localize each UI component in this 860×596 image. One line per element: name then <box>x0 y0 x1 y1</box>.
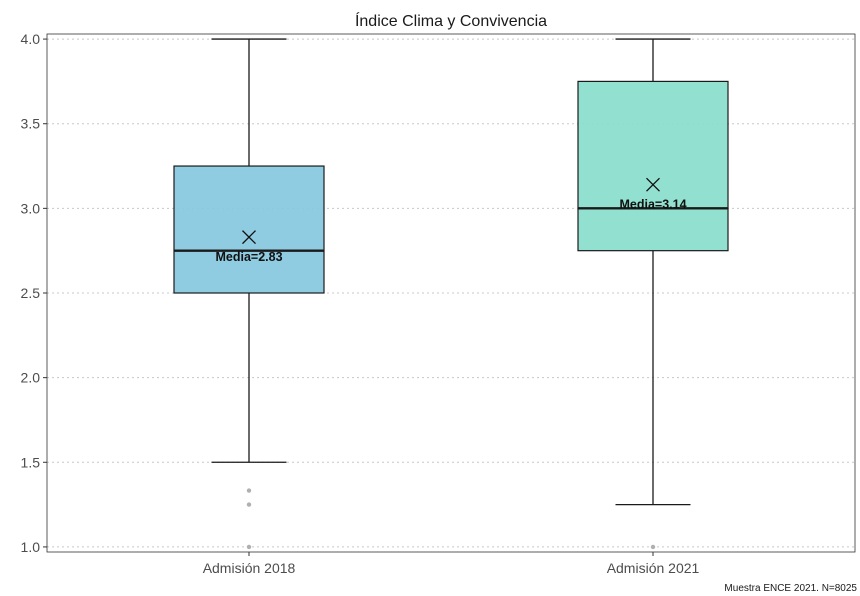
mean-marker <box>646 177 660 192</box>
y-tick-label: 2.5 <box>21 285 41 301</box>
y-tick-label: 3.5 <box>21 116 41 132</box>
y-axis: 1.0 1.5 2.0 2.5 3.0 3.5 4.0 <box>21 31 47 555</box>
outlier-point <box>246 488 252 493</box>
y-tick-label: 3.0 <box>21 200 41 216</box>
grid-lines <box>47 38 855 548</box>
outlier-point <box>650 544 656 550</box>
y-tick-label: 1.0 <box>21 539 41 555</box>
y-tick-label: 4.0 <box>21 31 41 47</box>
outlier-point <box>246 544 252 550</box>
box-iqr <box>577 80 729 252</box>
x-tick-label: Admisión 2018 <box>203 560 296 576</box>
outlier-point <box>246 502 252 507</box>
mean-label: Media=3.14 <box>619 198 686 212</box>
mean-marker <box>242 230 256 245</box>
chart-title: Índice Clima y Convivencia <box>355 11 547 30</box>
box-series: Media=2.83 Media=3.14 <box>173 38 729 550</box>
mean-label: Media=2.83 <box>215 250 282 264</box>
y-tick-label: 1.5 <box>21 454 41 470</box>
x-tick-label: Admisión 2021 <box>607 560 700 576</box>
chart-caption: Muestra ENCE 2021. N=8025 <box>724 583 857 594</box>
box-iqr <box>173 165 325 294</box>
y-tick-label: 2.0 <box>21 370 41 386</box>
x-axis: Admisión 2018 Admisión 2021 <box>203 552 700 576</box>
